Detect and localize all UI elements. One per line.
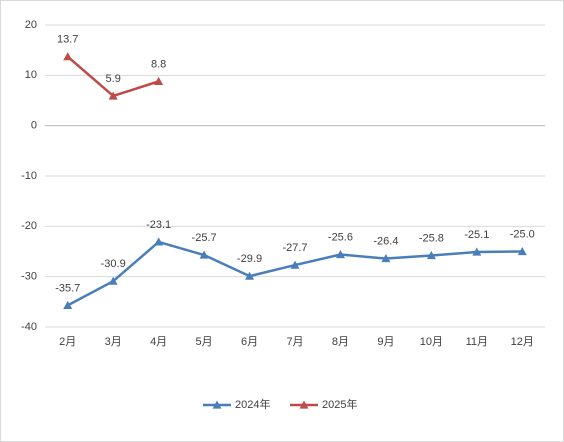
point-marker	[108, 91, 118, 100]
point-marker	[426, 251, 436, 260]
legend-label: 2025年	[322, 397, 357, 411]
x-tick-label: 4月	[150, 336, 167, 348]
x-tick-label: 12月	[511, 336, 534, 348]
x-tick-label: 3月	[105, 336, 122, 348]
point-marker	[472, 247, 482, 256]
x-tick-label: 7月	[286, 336, 303, 348]
y-tick-label: 20	[25, 19, 37, 31]
data-label: 5.9	[106, 73, 121, 85]
x-tick-label: 9月	[377, 336, 394, 348]
x-tick-label: 2月	[59, 336, 76, 348]
point-marker	[154, 76, 164, 85]
data-label: -30.9	[101, 258, 126, 270]
data-label: 8.8	[151, 58, 166, 70]
point-marker	[108, 276, 118, 285]
data-label: -27.7	[282, 242, 307, 254]
point-marker	[290, 260, 300, 269]
x-tick-label: 11月	[466, 336, 488, 348]
point-marker	[517, 247, 527, 256]
point-marker	[245, 271, 255, 280]
y-tick-label: 10	[25, 69, 37, 81]
point-marker	[335, 250, 345, 259]
data-label: -25.6	[328, 231, 353, 243]
point-marker	[63, 300, 73, 309]
legend-marker	[212, 400, 222, 409]
point-marker	[63, 52, 73, 61]
y-tick-label: -30	[21, 271, 37, 283]
point-marker	[154, 237, 164, 246]
legend-marker	[299, 400, 309, 409]
legend-label: 2024年	[235, 397, 270, 411]
y-tick-label: -10	[21, 170, 37, 182]
point-marker	[381, 254, 391, 263]
x-tick-label: 10月	[420, 336, 443, 348]
data-label: -35.7	[55, 282, 80, 294]
data-label: 13.7	[57, 34, 78, 46]
data-label: -25.7	[192, 232, 217, 244]
data-label: -29.9	[237, 253, 262, 265]
y-tick-label: -40	[21, 321, 37, 333]
data-label: -25.8	[419, 232, 444, 244]
data-label: -25.1	[464, 229, 489, 241]
data-label: -26.4	[373, 235, 398, 247]
data-label: -25.0	[510, 228, 535, 240]
point-marker	[199, 250, 209, 259]
x-tick-label: 5月	[196, 336, 213, 348]
x-tick-label: 8月	[332, 336, 349, 348]
data-label: -23.1	[146, 219, 171, 231]
x-tick-label: 6月	[241, 336, 258, 348]
y-tick-label: 0	[31, 120, 37, 132]
y-tick-label: -20	[21, 220, 37, 232]
